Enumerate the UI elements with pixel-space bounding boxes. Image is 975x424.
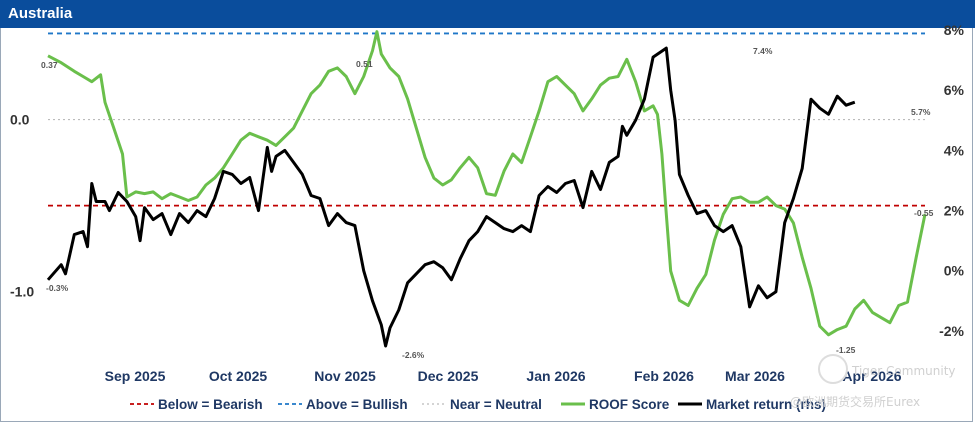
right-axis: 8% 6% 4% 2% 0% -2% xyxy=(939,22,964,339)
x-tick-label: Dec 2025 xyxy=(418,368,479,384)
right-tick-label: 2% xyxy=(944,203,965,219)
data-label: 0.51 xyxy=(356,59,373,69)
right-tick-label: 4% xyxy=(944,142,965,158)
data-label: -2.6% xyxy=(402,350,425,360)
right-tick-label: 0% xyxy=(944,263,965,279)
roof-score-line xyxy=(47,30,927,337)
data-label: -0.55 xyxy=(914,208,934,218)
market-return-line xyxy=(46,46,856,348)
x-tick-label: Sep 2025 xyxy=(105,368,166,384)
data-label: -1.25 xyxy=(836,345,856,355)
left-axis: 0.0 -1.0 xyxy=(10,112,34,300)
legend-label: Below = Bearish xyxy=(158,397,263,412)
x-tick-label: Nov 2025 xyxy=(314,368,376,384)
data-label: 5.7% xyxy=(911,107,931,117)
legend-label: Above = Bullish xyxy=(306,397,408,412)
chart-header: Australia xyxy=(0,0,975,28)
reference-lines xyxy=(48,32,925,207)
left-tick-label: -1.0 xyxy=(10,284,34,300)
x-tick-label: Feb 2026 xyxy=(634,368,694,384)
right-tick-label: -2% xyxy=(939,323,964,339)
right-tick-label: 6% xyxy=(944,82,965,98)
legend: Below = Bearish Above = Bullish Near = Neu… xyxy=(130,397,826,412)
data-label: 7.4% xyxy=(753,46,773,56)
watermark: Tiger Community @欧洲期货交易所Eurex xyxy=(790,354,956,409)
series-group xyxy=(46,30,927,348)
left-tick-label: 0.0 xyxy=(10,112,30,128)
right-tick-label: 8% xyxy=(944,22,965,38)
legend-label: Market return (rhs) xyxy=(706,397,826,412)
watermark-line1: Tiger Community xyxy=(851,364,956,378)
watermark-line2: @欧洲期货交易所Eurex xyxy=(790,394,920,409)
data-label: -0.3% xyxy=(46,283,69,293)
annotations: 0.37 0.51 -1.25 -0.55 -0.3% -2.6% 7.4% 5.7% xyxy=(41,46,934,360)
x-tick-label: Mar 2026 xyxy=(725,368,785,384)
chart-title: Australia xyxy=(8,5,73,22)
x-tick-label: Oct 2025 xyxy=(209,368,268,384)
x-tick-label: Apr 2026 xyxy=(842,368,901,384)
legend-label: Near = Neutral xyxy=(450,397,542,412)
x-tick-label: Jan 2026 xyxy=(526,368,585,384)
data-label: 0.37 xyxy=(41,60,58,70)
watermark-logo-icon xyxy=(818,354,848,384)
legend-label: ROOF Score xyxy=(589,397,670,412)
x-axis: Sep 2025 Oct 2025 Nov 2025 Dec 2025 Jan 2026… xyxy=(105,368,902,384)
